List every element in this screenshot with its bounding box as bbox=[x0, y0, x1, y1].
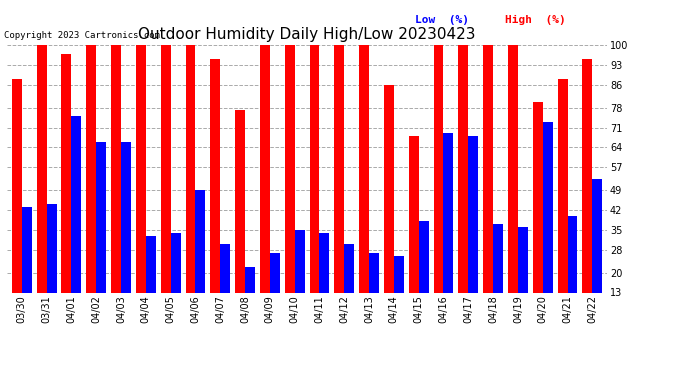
Text: High  (%): High (%) bbox=[505, 15, 566, 25]
Bar bbox=[458, 45, 469, 330]
Bar bbox=[344, 244, 354, 330]
Bar bbox=[37, 45, 47, 330]
Bar bbox=[310, 45, 319, 330]
Bar bbox=[558, 79, 567, 330]
Bar bbox=[567, 216, 578, 330]
Bar bbox=[335, 45, 344, 330]
Bar bbox=[170, 233, 181, 330]
Bar bbox=[22, 207, 32, 330]
Bar bbox=[260, 45, 270, 330]
Bar bbox=[394, 255, 404, 330]
Bar bbox=[270, 253, 279, 330]
Bar bbox=[359, 45, 369, 330]
Bar bbox=[161, 45, 170, 330]
Bar bbox=[61, 54, 71, 330]
Bar bbox=[319, 233, 329, 330]
Bar bbox=[582, 59, 592, 330]
Bar bbox=[483, 45, 493, 330]
Text: Copyright 2023 Cartronics.com: Copyright 2023 Cartronics.com bbox=[4, 31, 160, 40]
Bar bbox=[433, 45, 444, 330]
Bar bbox=[469, 136, 478, 330]
Bar bbox=[419, 221, 428, 330]
Bar bbox=[533, 102, 543, 330]
Bar bbox=[210, 59, 220, 330]
Bar bbox=[86, 45, 96, 330]
Text: Low  (%): Low (%) bbox=[415, 15, 469, 25]
Bar bbox=[245, 267, 255, 330]
Bar bbox=[220, 244, 230, 330]
Bar bbox=[408, 136, 419, 330]
Bar bbox=[111, 45, 121, 330]
Bar bbox=[444, 133, 453, 330]
Bar bbox=[146, 236, 156, 330]
Bar bbox=[518, 227, 528, 330]
Bar bbox=[508, 45, 518, 330]
Bar bbox=[543, 122, 553, 330]
Bar bbox=[384, 85, 394, 330]
Bar bbox=[47, 204, 57, 330]
Title: Outdoor Humidity Daily High/Low 20230423: Outdoor Humidity Daily High/Low 20230423 bbox=[138, 27, 476, 42]
Bar bbox=[592, 179, 602, 330]
Bar bbox=[285, 45, 295, 330]
Bar bbox=[121, 142, 131, 330]
Bar bbox=[136, 45, 146, 330]
Bar bbox=[235, 110, 245, 330]
Bar bbox=[186, 45, 195, 330]
Bar bbox=[369, 253, 379, 330]
Bar bbox=[295, 230, 304, 330]
Bar bbox=[96, 142, 106, 330]
Bar bbox=[195, 190, 206, 330]
Bar bbox=[493, 224, 503, 330]
Bar bbox=[12, 79, 22, 330]
Bar bbox=[71, 116, 81, 330]
